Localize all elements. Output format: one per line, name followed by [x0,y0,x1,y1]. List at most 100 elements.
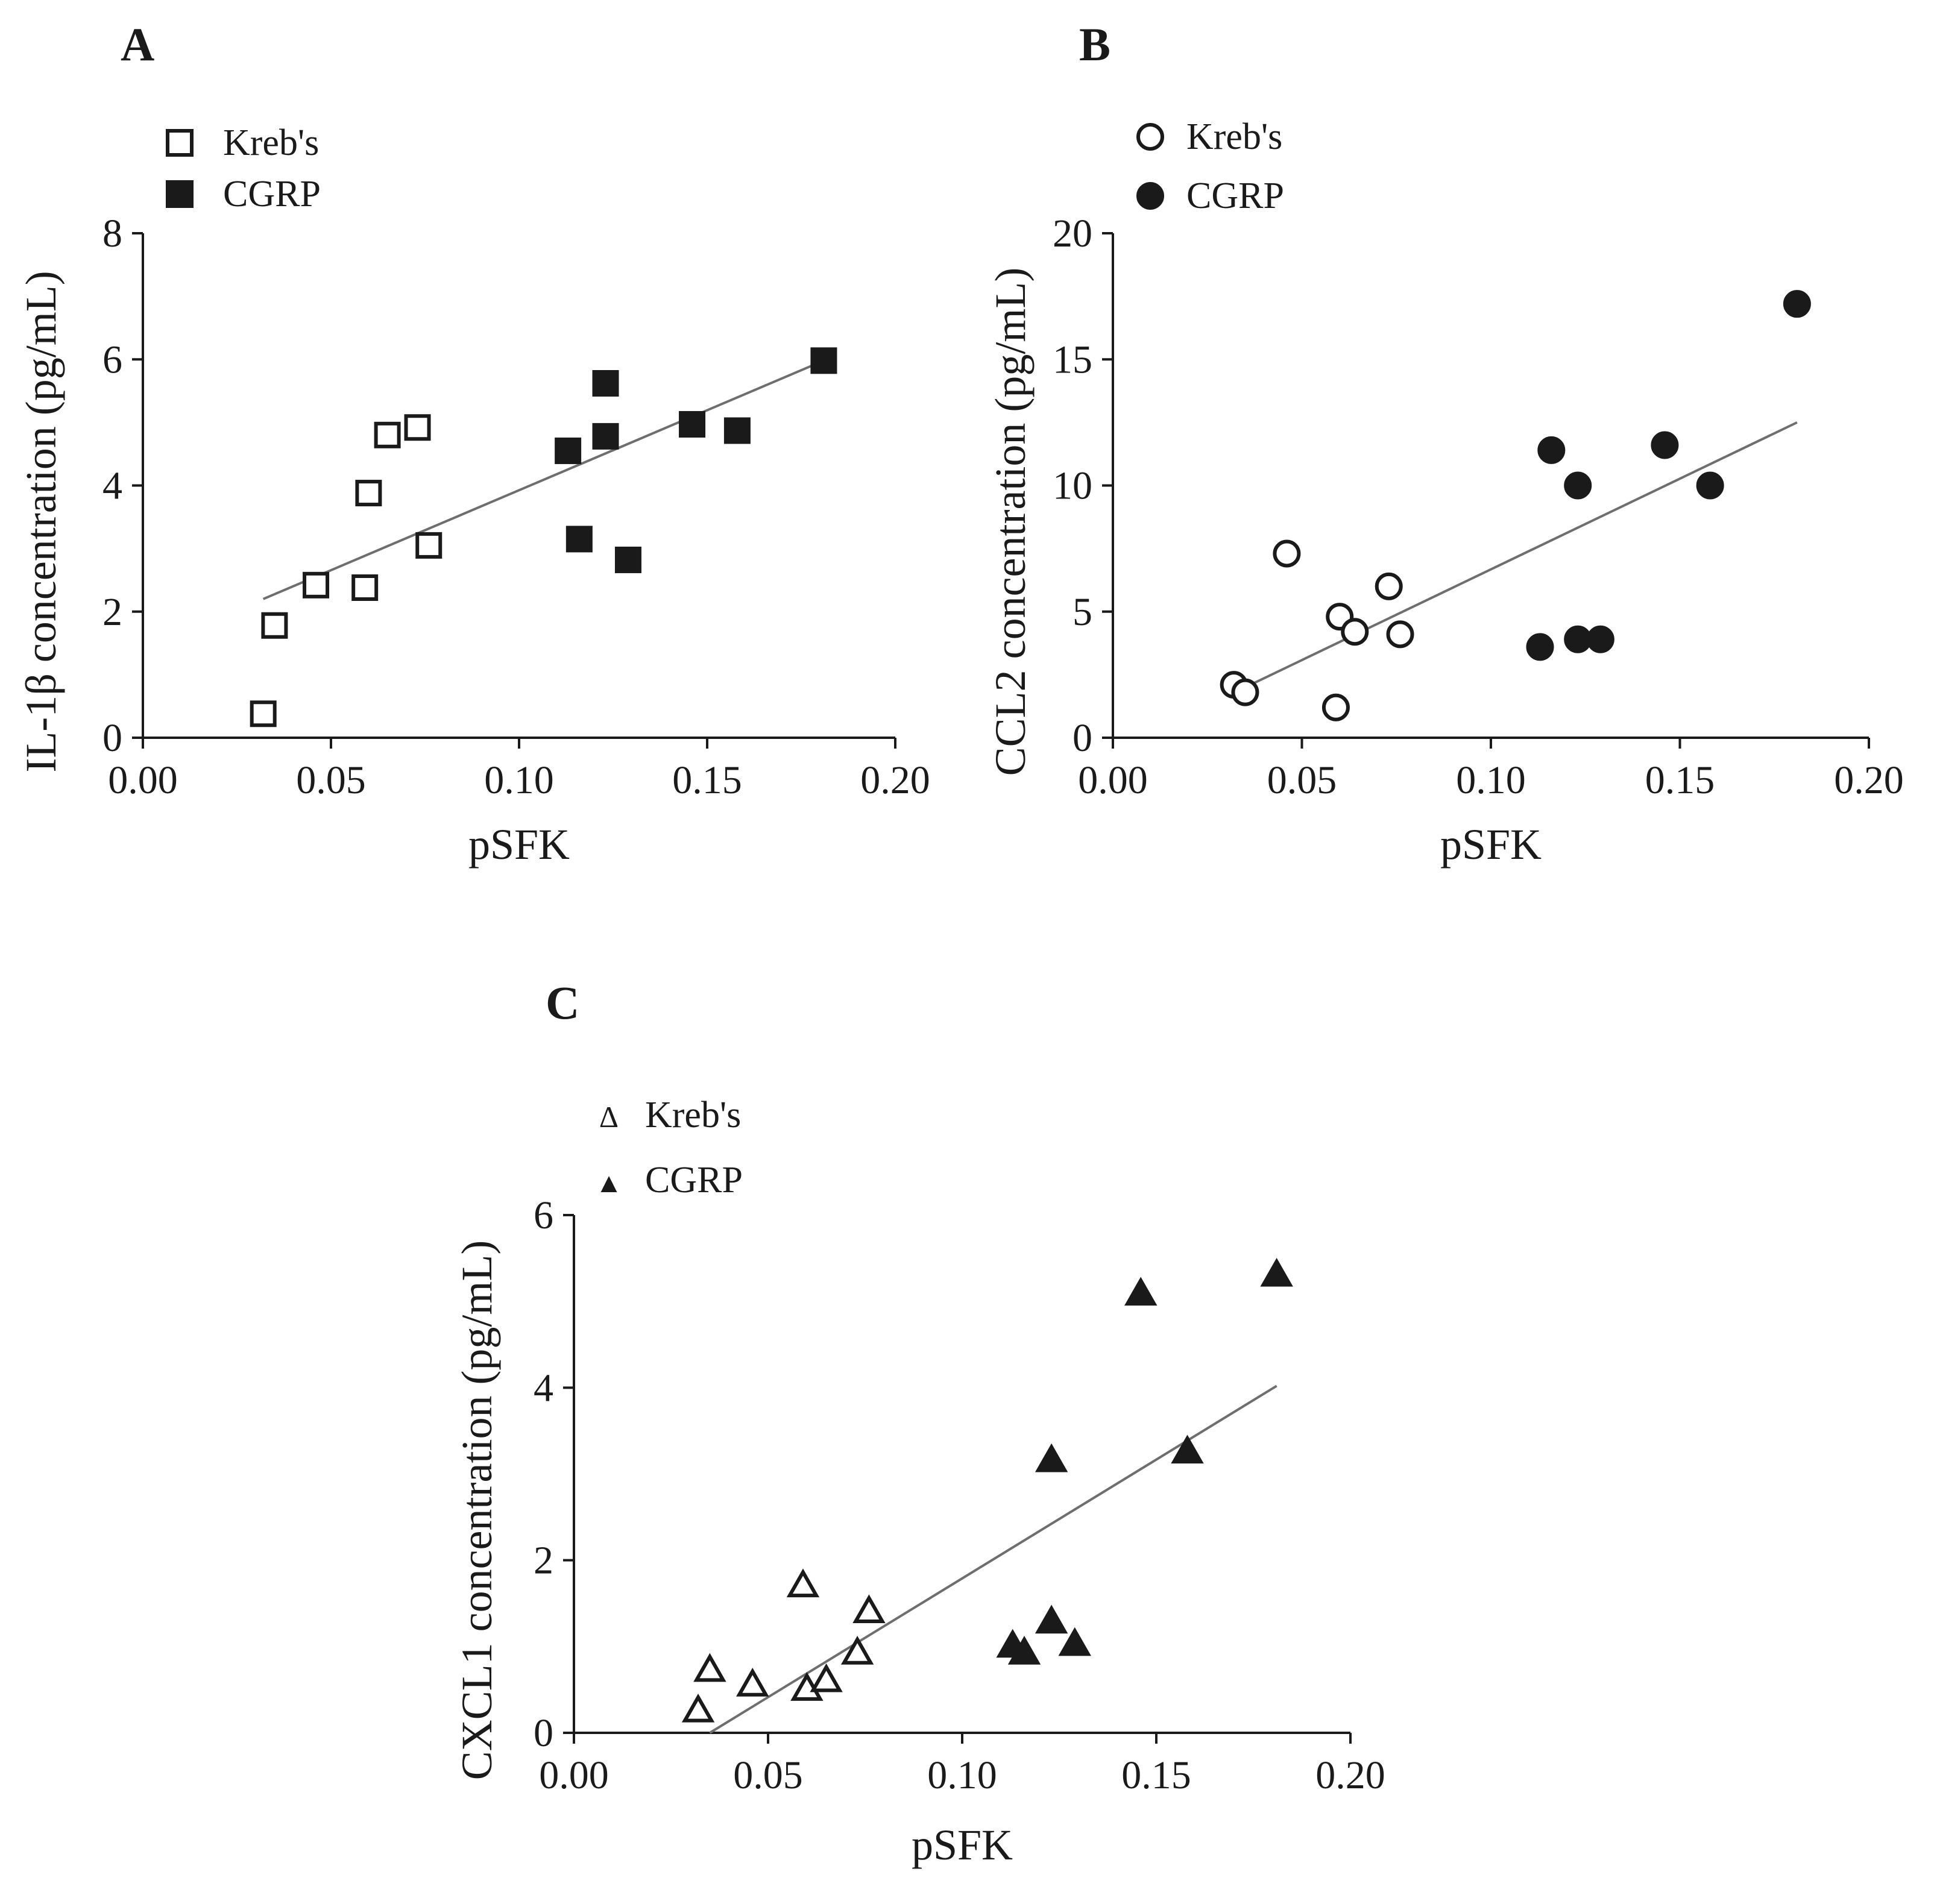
panel-letter: C [546,976,579,1029]
data-point [1341,618,1369,646]
series-cgrp [996,1257,1293,1665]
y-tick-label: 2 [102,590,122,634]
series-krebs [1220,539,1414,721]
legend-label: Kreb's [223,122,319,163]
data-point [1273,539,1301,568]
data-point [723,417,751,444]
data-point [1586,625,1614,653]
legend-marker [166,180,194,208]
x-axis-label: pSFK [1440,820,1542,869]
data-point [810,1663,843,1692]
data-point [1651,431,1679,459]
data-point [592,423,619,450]
panel-c: C 0.00 0.05 0.10 0.15 0.20 0 2 4 6 pSFK CXCL1 conce… [453,976,1385,1869]
y-tick-label: 2 [534,1539,553,1583]
axes: 0.00 0.05 0.10 0.15 0.20 0 5 10 15 20 [1053,212,1904,802]
data-point [679,411,706,438]
data-point [303,571,330,599]
series-cgrp [555,347,837,573]
x-tick-label: 0.00 [108,758,178,802]
data-point [1231,678,1259,706]
x-tick-label: 0.15 [1645,758,1715,802]
regression-line [1244,421,1798,689]
data-point [1386,620,1414,649]
x-tick-label: 0.05 [733,1753,803,1797]
data-point [592,370,619,397]
series-krebs [250,414,443,727]
y-axis-label: CCL2 concentration (pg/mL) [986,268,1035,776]
legend-label: CGRP [1186,175,1284,216]
data-point [1007,1636,1041,1665]
legend-label: Kreb's [645,1095,741,1136]
x-tick-label: 0.05 [296,758,366,802]
y-tick-label: 15 [1053,338,1092,382]
panel-b: B 0.00 0.05 0.10 0.15 0.20 0 5 10 15 20 pSFK CCL2 co… [986,18,1904,869]
data-point [355,480,382,507]
panel-letter: A [121,18,154,71]
data-point [261,612,288,639]
data-point [693,1653,726,1682]
x-tick-label: 0.20 [1834,758,1904,802]
y-tick-label: 0 [1073,716,1092,760]
x-tick-label: 0.00 [539,1753,609,1797]
data-point [1058,1627,1091,1656]
data-point [1696,471,1724,500]
panel-letter: B [1079,18,1110,71]
data-point [565,526,593,553]
legend-label: Kreb's [1186,116,1282,157]
legend: Δ Kreb's ▲ CGRP [595,1095,743,1201]
data-point [1035,1443,1068,1472]
x-tick-label: 0.20 [1315,1753,1385,1797]
data-point [1564,625,1592,653]
legend: Kreb's CGRP [1136,116,1284,216]
x-tick-label: 0.15 [1121,1753,1191,1797]
data-point [736,1668,769,1697]
data-point [250,700,277,727]
data-point [1537,436,1566,464]
data-point [786,1568,820,1598]
regression-line [709,1384,1277,1734]
y-tick-label: 6 [534,1193,553,1237]
data-point [555,437,582,464]
data-point [852,1594,886,1624]
y-tick-label: 8 [102,212,122,256]
legend-label: CGRP [223,174,321,215]
axes: 0.00 0.05 0.10 0.15 0.20 0 2 4 6 8 [102,212,930,802]
series-krebs [681,1568,886,1723]
data-point [681,1693,715,1723]
y-tick-label: 0 [102,716,122,760]
x-tick-label: 0.10 [927,1753,997,1797]
x-tick-label: 0.15 [672,758,742,802]
y-tick-label: 6 [102,338,122,382]
x-tick-label: 0.20 [860,758,930,802]
x-tick-label: 0.00 [1078,758,1148,802]
panel-a: A 0.00 0.05 0.10 0.15 0.20 0 2 4 6 8 pSFK IL-1β conc… [17,18,930,869]
data-point [614,546,641,573]
data-point [1124,1277,1158,1306]
legend-marker [1136,182,1164,210]
y-axis-label: CXCL1 concentration (pg/mL) [453,1240,501,1780]
data-point [1526,633,1554,661]
data-point [1564,471,1592,500]
data-point [404,414,431,441]
legend-marker: ▲ [595,1167,623,1198]
series-cgrp [1526,290,1811,661]
legend-label: CGRP [645,1160,743,1201]
data-point [1375,572,1403,600]
legend: Kreb's CGRP [166,122,321,215]
data-point [374,421,401,448]
data-point [1260,1257,1293,1287]
data-point [840,1636,874,1665]
axes: 0.00 0.05 0.10 0.15 0.20 0 2 4 6 [534,1193,1385,1797]
y-tick-label: 4 [534,1366,553,1410]
y-tick-label: 10 [1053,464,1092,508]
regression-line [262,359,825,600]
x-tick-label: 0.10 [1456,758,1526,802]
x-tick-label: 0.05 [1267,758,1337,802]
data-point [415,532,443,559]
data-point [1171,1434,1204,1464]
data-point [1035,1604,1068,1634]
data-point [810,347,837,374]
